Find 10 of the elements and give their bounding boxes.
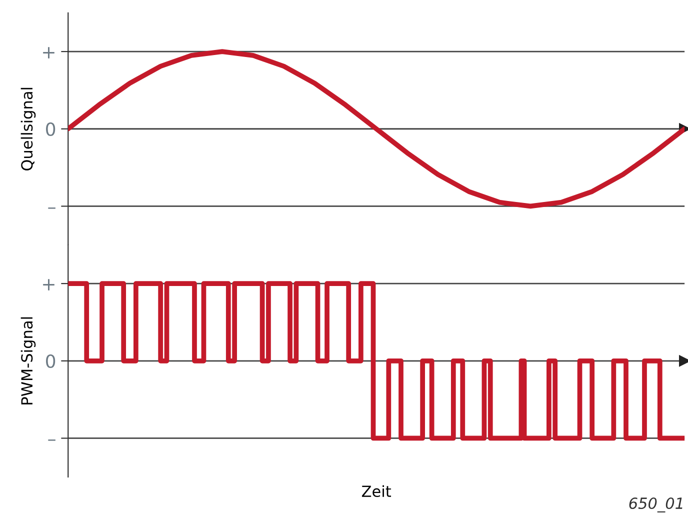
text: – [48, 207, 56, 209]
y-axis-title: Quellsignal [20, 88, 36, 170]
text: + [43, 47, 54, 58]
text: 650_01 [629, 497, 682, 512]
y-axis-title: PWM-Signal [20, 317, 36, 404]
x-axis-title: Zeit [362, 485, 392, 498]
text: 0 [46, 122, 56, 136]
text: 0 [46, 354, 56, 368]
text: + [43, 279, 54, 290]
text: – [48, 440, 56, 441]
